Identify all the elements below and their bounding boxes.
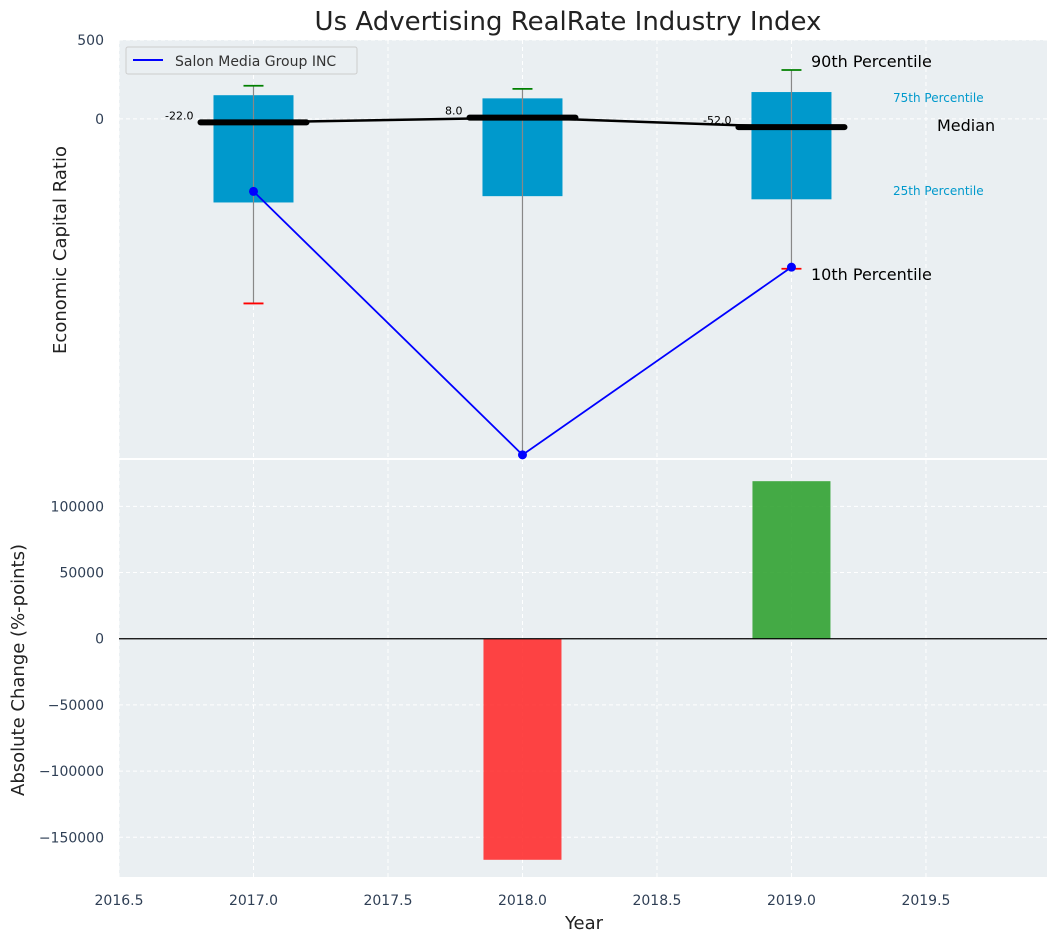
top-panel-marks: -22.0 8.0 -52.0 [165, 69, 848, 460]
bottom-y-axis-title: Absolute Change (%-points) [8, 544, 29, 796]
annotation-p90: 90th Percentile [811, 52, 932, 71]
x-tick-label: 2019.5 [901, 893, 950, 909]
top-y-tick-label: 500 [77, 33, 104, 49]
x-tick-label: 2017.5 [363, 893, 412, 909]
x-tick-label: 2016.5 [95, 893, 144, 909]
x-axis-title: Year [564, 913, 604, 934]
annotation-median: Median [937, 116, 995, 135]
company-point [248, 186, 258, 196]
bottom-y-tick-label: −100000 [39, 764, 104, 780]
bottom-y-tick-label: −150000 [39, 830, 104, 846]
bottom-y-tick-label: 100000 [51, 499, 104, 515]
bottom-panel-background [119, 460, 1047, 877]
x-tick-label: 2018.0 [498, 893, 547, 909]
bottom-y-tick-label: −50000 [48, 698, 104, 714]
company-point [517, 450, 527, 460]
top-y-tick-label: 0 [95, 112, 104, 128]
chart-title: Us Advertising RealRate Industry Index [315, 7, 822, 37]
bottom-panel-marks [119, 481, 1047, 860]
legend-box [125, 46, 358, 75]
bottom-y-tick-label: 0 [95, 632, 104, 648]
positive-change-bar [752, 481, 831, 639]
top-y-axis-title: Economic Capital Ratio [50, 146, 71, 354]
median-value-label: -22.0 [165, 109, 193, 122]
x-tick-label: 2019.0 [767, 893, 816, 909]
median-value-label: 8.0 [445, 105, 463, 118]
bottom-y-tick-label: 50000 [59, 566, 104, 582]
median-value-label: -52.0 [703, 114, 731, 127]
annotation-p75: 75th Percentile [893, 91, 984, 105]
company-point [786, 262, 796, 272]
axes-text: 2016.5 2017.0 2017.5 2018.0 2018.5 2019.0 2019… [39, 33, 951, 909]
x-tick-label: 2017.0 [229, 893, 278, 909]
annotation-p10: 10th Percentile [811, 265, 932, 284]
annotation-p25: 25th Percentile [893, 184, 984, 198]
legend: Salon Media Group INC [125, 46, 358, 75]
legend-label: Salon Media Group INC [175, 54, 336, 70]
negative-change-bar [483, 638, 562, 860]
x-tick-label: 2018.5 [632, 893, 681, 909]
